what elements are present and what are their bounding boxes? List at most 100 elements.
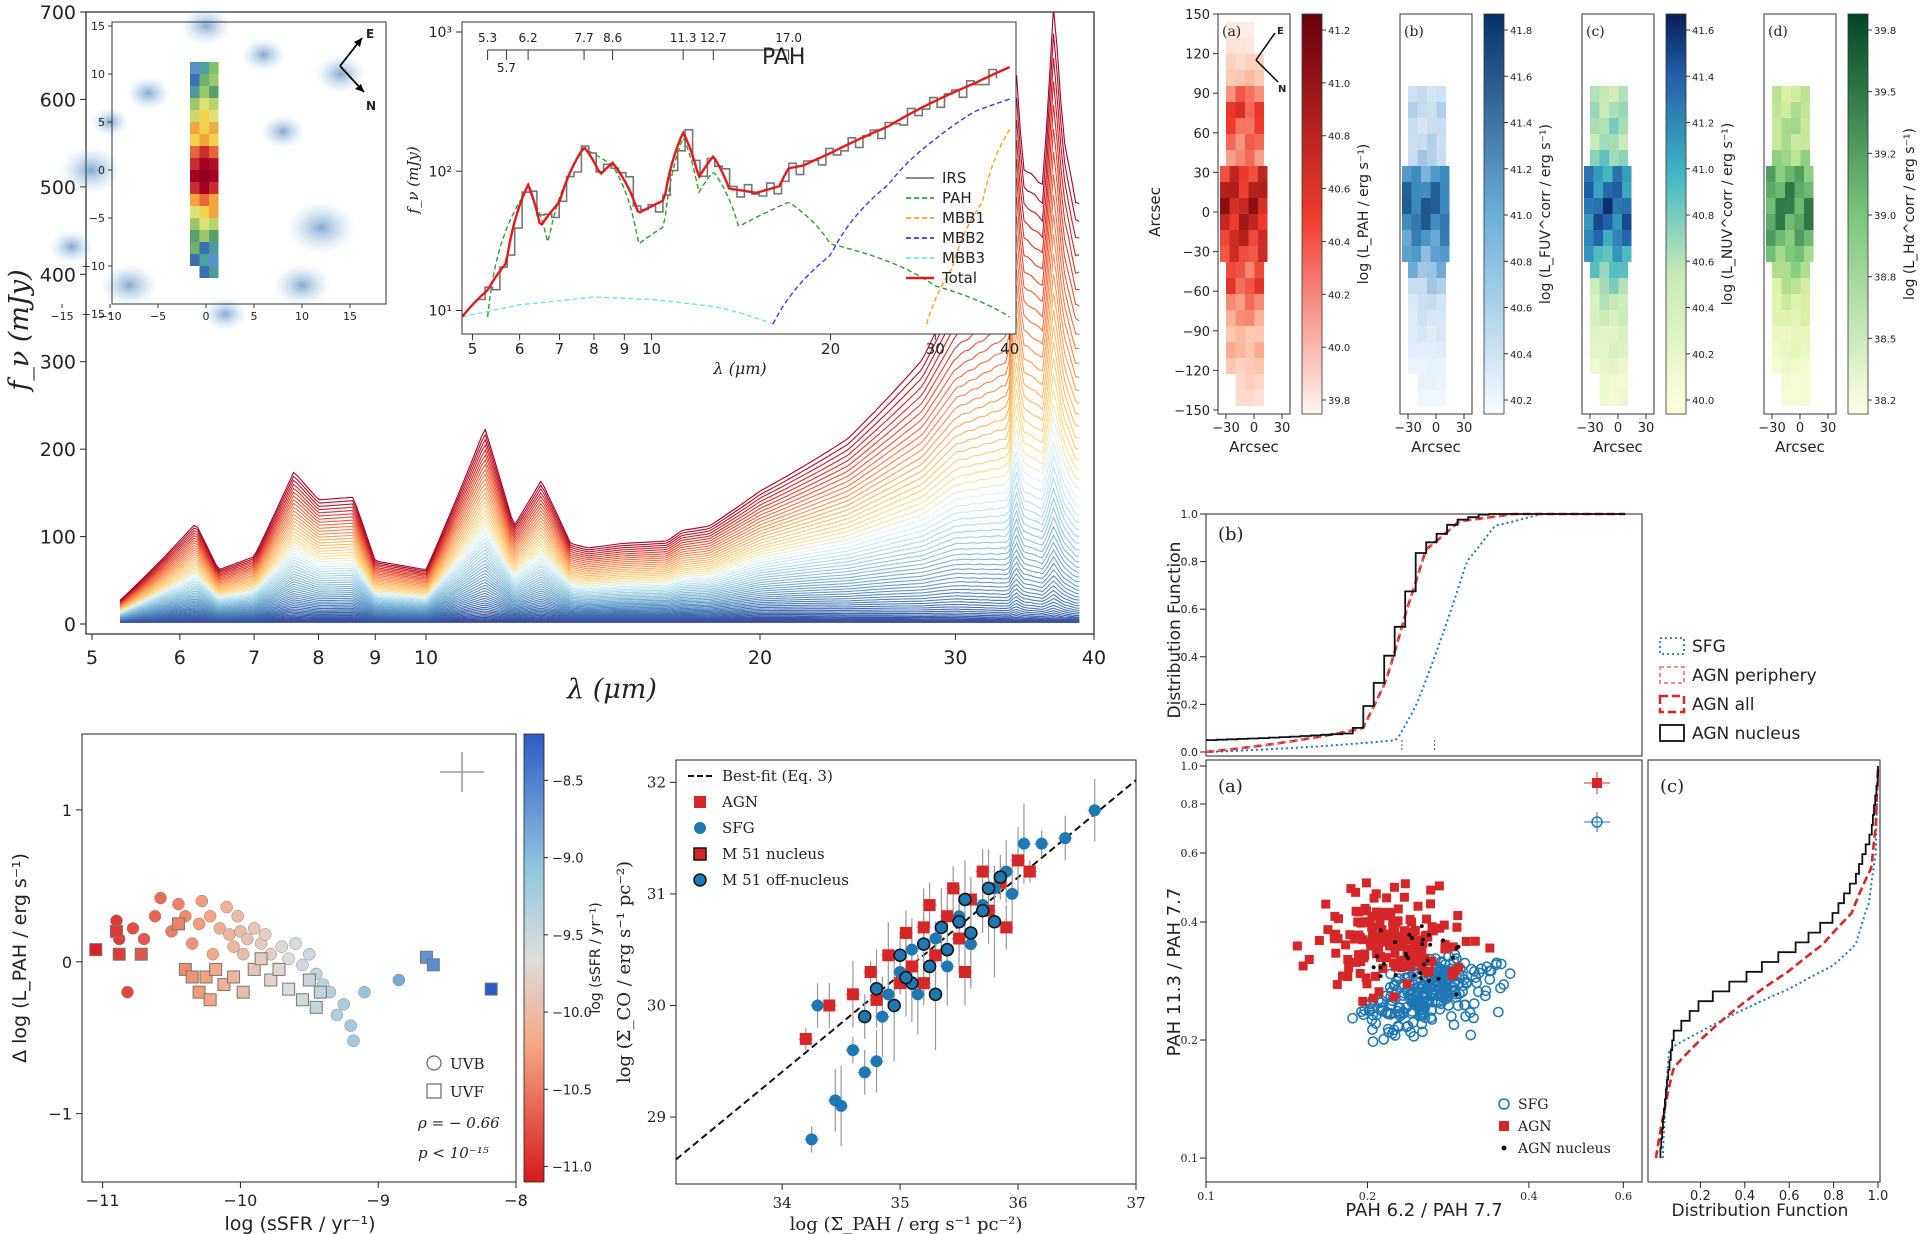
spectrum-line: [120, 602, 1080, 621]
colorbar-tick-label: 39.8: [1328, 396, 1350, 407]
colorbar-tick-label: 40.4: [1692, 304, 1714, 315]
agn-point: [1345, 930, 1355, 940]
map-pixel: [1229, 246, 1239, 262]
map-pixel: [1593, 198, 1603, 214]
colorbar-tick-label: 41.2: [1328, 26, 1350, 37]
m51-off-point: [981, 881, 996, 896]
mbb1-line: [925, 128, 1011, 325]
y-tick-label: −150: [1174, 404, 1210, 419]
galaxy-blob: [241, 38, 286, 72]
spectrum-line: [120, 608, 1080, 622]
map-pixel: [1772, 342, 1782, 358]
map-pixel: [1599, 278, 1609, 294]
y-tick-label: 0.1: [1181, 1152, 1199, 1165]
map-pixel: [199, 254, 209, 266]
agn-point: [1372, 907, 1382, 917]
agn-point: [923, 899, 936, 912]
map-pixel: [1427, 326, 1437, 342]
sfg-point: [1440, 985, 1452, 997]
map-pixel: [1239, 246, 1249, 262]
map-pixel: [1772, 310, 1782, 326]
spectrum-line: [119, 326, 1080, 610]
map-pixel: [199, 74, 209, 86]
m51-off-point: [958, 892, 972, 907]
sfg-point: [1460, 1010, 1472, 1022]
agn-nucleus-point: [1378, 974, 1383, 979]
colorbar-tick-label: 38.5: [1874, 334, 1896, 345]
map-pixel: [1618, 102, 1628, 118]
uvf-point: [302, 973, 316, 987]
legend-label: SFG: [1518, 1097, 1549, 1113]
agn-point: [958, 966, 971, 978]
map-colorbar-label: log (L_NUV^corr / erg s⁻¹): [1720, 123, 1736, 305]
map-pixel: [1590, 358, 1600, 374]
agn-point: [1435, 923, 1445, 933]
x-tick-label: 10: [414, 647, 438, 669]
map-pixel: [1800, 86, 1810, 102]
y-tick-label: 30: [647, 996, 666, 1014]
colorbar-tick-label: 38.8: [1874, 273, 1896, 284]
agn-point: [1393, 904, 1403, 914]
agn-point: [1369, 893, 1379, 903]
galaxy-blob: [100, 263, 158, 307]
agn-point: [882, 949, 895, 962]
agn-point: [1378, 963, 1388, 973]
map-pixel: [1248, 214, 1258, 230]
y-tick-label: 15: [91, 20, 105, 33]
y-tick-label: −1: [48, 1105, 72, 1124]
map-pixel: [1226, 38, 1236, 54]
map-pixel: [1245, 310, 1255, 326]
map-pixel: [1421, 230, 1431, 246]
inset-fit-pah-markers: 5.3 5.7 6.2 7.7 8.6 11.3 12.7 17.0: [478, 31, 802, 75]
map-pixel: [1440, 230, 1450, 246]
uvb-point: [358, 985, 371, 999]
uvb-point: [392, 973, 406, 987]
legend-swatch: [1659, 724, 1685, 742]
map-pixel: [1235, 374, 1245, 390]
agn-point: [1470, 936, 1480, 946]
agn-point: [799, 1032, 812, 1045]
colorbar-tick-label: 41.4: [1510, 119, 1532, 130]
map-pixel: [1609, 262, 1619, 278]
map-pixel: [1584, 246, 1594, 262]
spectrum-line: [119, 292, 1080, 609]
map-pixel: [1402, 214, 1412, 230]
legend-swatch: [693, 873, 707, 887]
map-pixel: [1417, 262, 1427, 278]
cdf-agn-nucleus-line: [1206, 513, 1626, 741]
pah-tick-label: 5.3: [478, 31, 497, 45]
uvb-point: [154, 891, 167, 905]
spectrum-line: [119, 273, 1080, 608]
agn-point: [1323, 925, 1333, 935]
x-tick-label: 30: [1820, 421, 1837, 436]
uvb-point: [203, 909, 217, 923]
spectra-y-label: f_ν (mJy): [4, 269, 35, 392]
map-pixel: [1800, 102, 1810, 118]
agn-nucleus-point: [1428, 942, 1433, 947]
map-pixel: [1245, 342, 1255, 358]
agn-point: [1485, 943, 1495, 953]
map-pixel: [1785, 166, 1795, 182]
inset-map-strip: [190, 62, 219, 278]
x-tick-label: −15: [50, 310, 73, 323]
agn-point: [1314, 935, 1324, 945]
map-pixel: [1411, 166, 1421, 182]
map-pixel: [1245, 374, 1255, 390]
m51-off-point: [887, 998, 901, 1013]
agn-point: [1351, 887, 1361, 897]
map-pixel: [1226, 134, 1236, 150]
x-tick-label: 0.4: [1734, 1189, 1755, 1204]
map-pixel: [1593, 182, 1603, 198]
colorbar-tick-label: 39.8: [1874, 26, 1896, 37]
spectrum-line: [119, 572, 1080, 619]
agn-point: [1374, 987, 1384, 997]
legend-label: M 51 nucleus: [722, 845, 825, 863]
y-tick-label: 90: [1193, 87, 1210, 102]
map-pixel: [1781, 310, 1791, 326]
agn-point: [1354, 950, 1364, 960]
y-tick-label: 400: [40, 264, 76, 286]
map-pixel: [199, 98, 209, 110]
map-pixel: [1590, 118, 1600, 134]
agn-point: [1366, 937, 1376, 947]
map-panel-label: (c): [1586, 24, 1605, 40]
